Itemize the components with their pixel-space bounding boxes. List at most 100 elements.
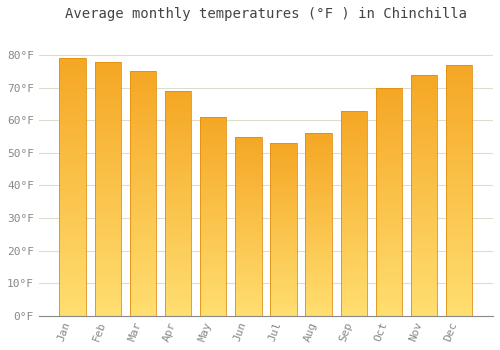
Bar (130, 276, 156, 279)
Bar (306, 290, 332, 292)
Bar (60, 107, 86, 110)
Bar (340, 232, 367, 234)
Bar (270, 306, 296, 307)
Bar (235, 251, 262, 253)
Bar (270, 281, 296, 283)
Bar (306, 270, 332, 272)
Bar (94, 252, 121, 255)
Bar (235, 140, 262, 142)
Bar (306, 239, 332, 241)
Bar (60, 146, 86, 148)
Bar (60, 87, 86, 89)
Bar (376, 88, 402, 90)
Bar (270, 167, 296, 169)
Bar (306, 137, 332, 139)
Bar (306, 263, 332, 265)
Bar (94, 69, 121, 72)
Bar (130, 91, 156, 93)
Bar (130, 76, 156, 79)
Bar (200, 202, 226, 204)
Bar (165, 237, 191, 239)
Bar (306, 184, 332, 186)
Bar (411, 140, 438, 142)
Bar (60, 74, 86, 76)
Bar (376, 300, 402, 302)
Bar (340, 215, 367, 217)
Bar (340, 172, 367, 174)
Bar (306, 210, 332, 212)
Bar (411, 147, 438, 149)
Bar (340, 266, 367, 268)
Bar (270, 184, 296, 186)
Bar (130, 159, 156, 162)
Bar (376, 113, 402, 115)
Bar (60, 156, 86, 159)
Bar (376, 266, 402, 268)
Bar (306, 181, 332, 183)
Bar (130, 147, 156, 149)
Bar (130, 149, 156, 152)
Bar (165, 264, 191, 266)
Bar (270, 148, 296, 150)
Bar (306, 175, 332, 177)
Bar (306, 197, 332, 199)
Bar (200, 310, 226, 312)
Bar (411, 289, 438, 292)
Bar (60, 210, 86, 213)
Bar (376, 168, 402, 170)
Bar (306, 186, 332, 188)
Bar (340, 221, 367, 223)
Bar (270, 216, 296, 217)
Bar (130, 220, 156, 223)
Bar (411, 87, 438, 89)
Bar (94, 201, 121, 204)
Bar (270, 231, 296, 233)
Bar (130, 262, 156, 265)
Bar (340, 147, 367, 149)
Bar (446, 85, 472, 88)
Bar (235, 174, 262, 176)
Bar (376, 290, 402, 293)
Bar (411, 200, 438, 202)
Bar (270, 290, 296, 292)
Bar (130, 260, 156, 262)
Bar (60, 154, 86, 156)
Bar (411, 270, 438, 272)
Bar (94, 156, 121, 158)
Bar (446, 271, 472, 273)
Bar (411, 145, 438, 147)
Bar (446, 150, 472, 153)
Bar (306, 246, 332, 248)
Bar (165, 181, 191, 183)
Bar (446, 88, 472, 90)
Bar (270, 145, 296, 147)
Bar (165, 127, 191, 129)
Bar (270, 164, 296, 166)
Bar (60, 257, 86, 259)
Bar (446, 238, 472, 240)
Bar (94, 242, 121, 245)
Bar (130, 184, 156, 186)
Bar (235, 189, 262, 190)
Bar (235, 309, 262, 310)
Bar (130, 145, 156, 147)
Bar (376, 277, 402, 279)
Bar (376, 231, 402, 234)
Bar (446, 256, 472, 258)
Bar (306, 265, 332, 266)
Bar (165, 167, 191, 170)
Bar (165, 190, 191, 192)
Bar (235, 307, 262, 309)
Bar (446, 243, 472, 245)
Bar (446, 160, 472, 163)
Bar (376, 245, 402, 247)
Bar (306, 236, 332, 237)
Bar (306, 219, 332, 221)
Bar (411, 190, 438, 193)
Bar (376, 311, 402, 314)
Bar (340, 306, 367, 308)
Bar (446, 260, 472, 263)
Bar (376, 172, 402, 174)
Bar (200, 143, 226, 145)
Bar (446, 301, 472, 303)
